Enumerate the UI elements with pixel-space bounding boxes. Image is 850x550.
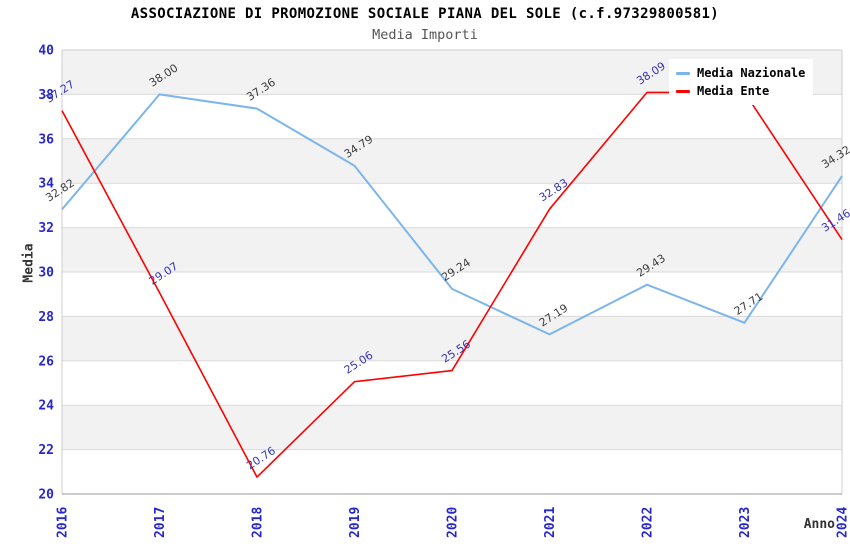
y-tick-label: 30 — [38, 266, 54, 281]
y-tick-label: 28 — [38, 310, 54, 325]
plot-band — [62, 138, 842, 184]
y-axis-title: Media — [21, 243, 37, 283]
y-tick-label: 38 — [38, 88, 54, 103]
y-tick-label: 24 — [38, 399, 54, 414]
data-label: 27.71 — [732, 290, 765, 318]
legend-swatch-media-ente — [676, 89, 690, 93]
y-tick-label: 36 — [38, 132, 54, 147]
plot-band — [62, 227, 842, 272]
y-tick-label: 20 — [38, 488, 54, 503]
x-tick-label: 2019 — [348, 507, 363, 538]
legend-item-media-ente: Media Ente — [676, 82, 813, 100]
x-axis-title: Anno — [803, 517, 835, 532]
y-tick-label: 26 — [38, 354, 54, 369]
x-tick-label: 2021 — [543, 507, 558, 538]
x-tick-label: 2022 — [641, 507, 656, 538]
x-tick-label: 2016 — [56, 507, 71, 538]
y-tick-label: 22 — [38, 443, 54, 458]
data-label: 37.27 — [43, 78, 76, 106]
x-tick-label: 2020 — [446, 507, 461, 538]
x-tick-label: 2018 — [251, 507, 266, 538]
x-tick-label: 2017 — [153, 507, 168, 538]
series-line-media-nazionale — [61, 93, 843, 336]
y-tick-label: 34 — [38, 177, 54, 192]
legend-item-media-nazionale: Media Nazionale — [676, 64, 813, 82]
y-tick-label: 32 — [38, 221, 54, 236]
x-tick-label: 2024 — [836, 507, 850, 538]
legend: Media Nazionale Media Ente — [669, 59, 813, 105]
legend-swatch-media-nazionale — [676, 71, 690, 75]
y-tick-label: 40 — [38, 44, 54, 59]
legend-label: Media Ente — [697, 84, 770, 98]
plot-band — [62, 405, 842, 450]
legend-label: Media Nazionale — [697, 66, 806, 80]
chart-subtitle: Media Importi — [372, 27, 478, 43]
x-tick-label: 2023 — [738, 507, 753, 538]
chart-title: ASSOCIAZIONE DI PROMOZIONE SOCIALE PIANA… — [130, 6, 720, 22]
